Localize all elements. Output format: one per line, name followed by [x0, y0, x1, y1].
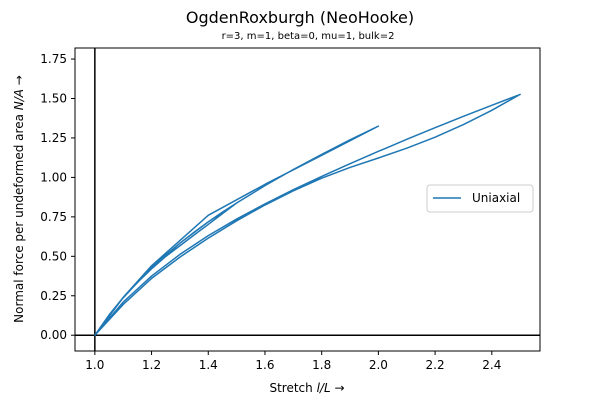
x-tick-label: 1.4: [199, 358, 218, 372]
x-tick-label: 2.2: [426, 358, 445, 372]
legend-box: [426, 184, 534, 213]
y-tick-label: 1.00: [40, 170, 67, 184]
x-tick-label: 1.2: [142, 358, 161, 372]
x-tick-label: 1.0: [85, 358, 104, 372]
y-tick-label: 0.50: [40, 249, 67, 263]
x-tick-label: 2.4: [482, 358, 501, 372]
x-axis-ticks: 1.0 1.2 1.4 1.6 1.8 2.0 2.2 2.4: [85, 351, 501, 372]
y-axis-ticks: 0.00 0.25 0.50 0.75 1.00 1.25 1.50 1.75: [40, 52, 75, 342]
x-tick-label: 1.6: [255, 358, 274, 372]
x-axis-label: Stretch l/L →: [269, 381, 344, 395]
series-line-uniaxial: [94, 93, 521, 336]
y-tick-label: 1.25: [40, 131, 67, 145]
legend: Uniaxial: [426, 184, 534, 213]
y-axis-label-suffix: →: [12, 75, 26, 89]
chart-subtitle: r=3, m=1, beta=0, mu=1, bulk=2: [222, 31, 395, 42]
x-axis-label-var: l/L: [317, 381, 331, 395]
y-axis-label: Normal force per undeformed area N/A →: [12, 75, 26, 323]
axes-frame: [74, 47, 541, 352]
x-tick-label: 1.8: [312, 358, 331, 372]
x-tick-label: 2.0: [369, 358, 388, 372]
y-tick-label: 1.75: [40, 52, 67, 66]
plot-area: [75, 48, 540, 351]
x-axis-label-suffix: →: [331, 381, 345, 395]
legend-label-uniaxial: Uniaxial: [472, 191, 520, 205]
y-tick-label: 1.50: [40, 92, 67, 106]
y-tick-label: 0.25: [40, 289, 67, 303]
y-axis-label-prefix: Normal force per undeformed area: [12, 110, 26, 323]
y-tick-label: 0.75: [40, 210, 67, 224]
chart-title: OgdenRoxburgh (NeoHooke): [186, 8, 414, 27]
y-tick-label: 0.00: [40, 328, 67, 342]
y-axis-label-var: N/A: [12, 89, 26, 110]
x-axis-label-prefix: Stretch: [269, 381, 316, 395]
